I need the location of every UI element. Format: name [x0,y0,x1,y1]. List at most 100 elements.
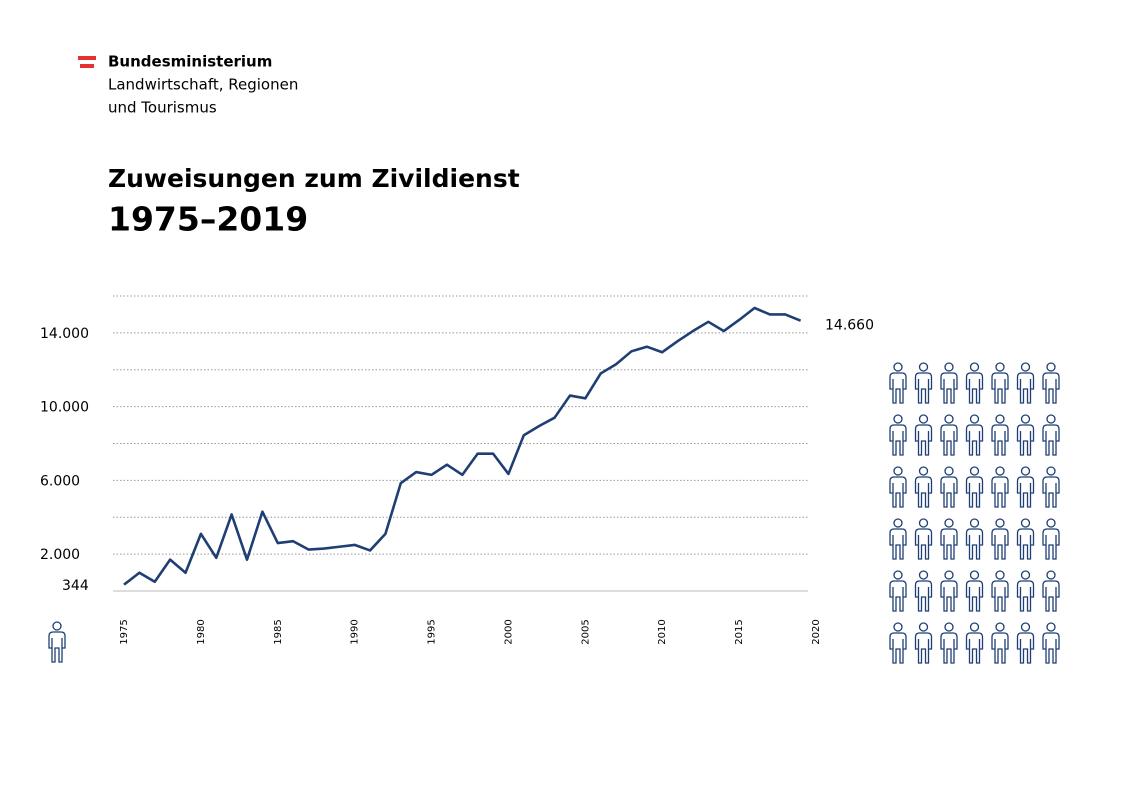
icon-body [914,476,933,508]
logo-flag [80,64,94,68]
icon-body [889,580,907,612]
x-tick-label: 1985 [273,619,284,644]
x-tick-label: 2010 [657,619,668,644]
icon-body [889,528,907,560]
person-icon [889,466,907,508]
icon-body [889,632,907,664]
chart-title: Zuweisungen zum Zivildienst [108,164,520,193]
chart-subtitle: 1975–2019 [108,200,308,239]
person-icon [965,362,984,404]
y-tick-label: 2.000 [40,547,80,563]
person-icon [889,414,907,456]
icon-body [940,424,958,456]
x-tick-label: 2015 [734,619,745,644]
icon-head [893,362,903,372]
person-icon [991,570,1009,612]
icon-head [893,466,903,476]
icon-head [969,362,980,372]
logo-text: und Tourismus [108,99,217,117]
person-icon [991,518,1009,560]
icon-body [965,372,984,404]
person-icon [1042,622,1060,664]
x-tick-label: 2000 [503,619,514,644]
x-tick-label: 1995 [427,619,438,644]
person-icon [965,622,984,664]
icon-body [940,528,958,560]
icon-head [1020,466,1031,476]
icon-body [914,580,933,612]
person-icon [1042,466,1060,508]
icon-head [969,414,980,424]
icon-body [991,476,1009,508]
icon-head [1046,466,1056,476]
person-icon [991,414,1009,456]
icon-body [914,424,933,456]
icon-body [889,424,907,456]
person-icon [965,518,984,560]
icon-head [893,622,903,632]
icon-head [944,362,954,372]
icon-head [944,518,954,528]
icon-body [940,632,958,664]
logo-text: Bundesministerium [108,53,272,71]
icon-body [889,476,907,508]
person-icon [940,414,958,456]
icon-head [969,466,980,476]
person-icon [940,362,958,404]
person-icon [889,570,907,612]
icon-body [991,372,1009,404]
icon-body [1016,528,1035,560]
person-icon [965,414,984,456]
icon-head [1020,518,1031,528]
icon-head [52,621,62,631]
icon-body [991,528,1009,560]
person-icon [1042,362,1060,404]
icon-body [965,580,984,612]
icon-head [1020,622,1031,632]
icon-body [965,632,984,664]
icon-head [893,570,903,580]
data-line [123,306,802,586]
icon-head [944,622,954,632]
person-icon [889,622,907,664]
icon-head [995,362,1005,372]
icon-body [48,631,66,663]
icon-head [1020,362,1031,372]
person-icon [1016,622,1035,664]
icon-body [940,476,958,508]
person-icon [1016,466,1035,508]
x-tick-label: 1980 [196,619,207,644]
person-icon [48,621,66,663]
person-icon [914,570,933,612]
icon-body [940,580,958,612]
icon-body [991,632,1009,664]
icon-head [1046,570,1056,580]
icon-body [1042,632,1060,664]
person-icon [914,466,933,508]
y-tick-label: 14.000 [40,326,89,342]
person-icon [940,622,958,664]
x-tick-label: 2005 [580,619,591,644]
icon-body [1042,580,1060,612]
icon-body [991,424,1009,456]
icon-head [1020,570,1031,580]
x-tick-label: 1975 [119,619,130,644]
icon-head [995,570,1005,580]
icon-head [969,518,980,528]
icon-body [1016,424,1035,456]
person-icon [965,570,984,612]
value-label: 344 [62,578,89,594]
logo-flag [78,56,96,60]
icon-body [940,372,958,404]
icon-head [1046,622,1056,632]
icon-body [965,528,984,560]
value-label: 14.660 [825,318,874,334]
icon-head [944,570,954,580]
person-icon [1016,414,1035,456]
person-icon [1042,414,1060,456]
icon-body [889,372,907,404]
person-icon [889,518,907,560]
icon-head [918,466,929,476]
person-icon [965,466,984,508]
